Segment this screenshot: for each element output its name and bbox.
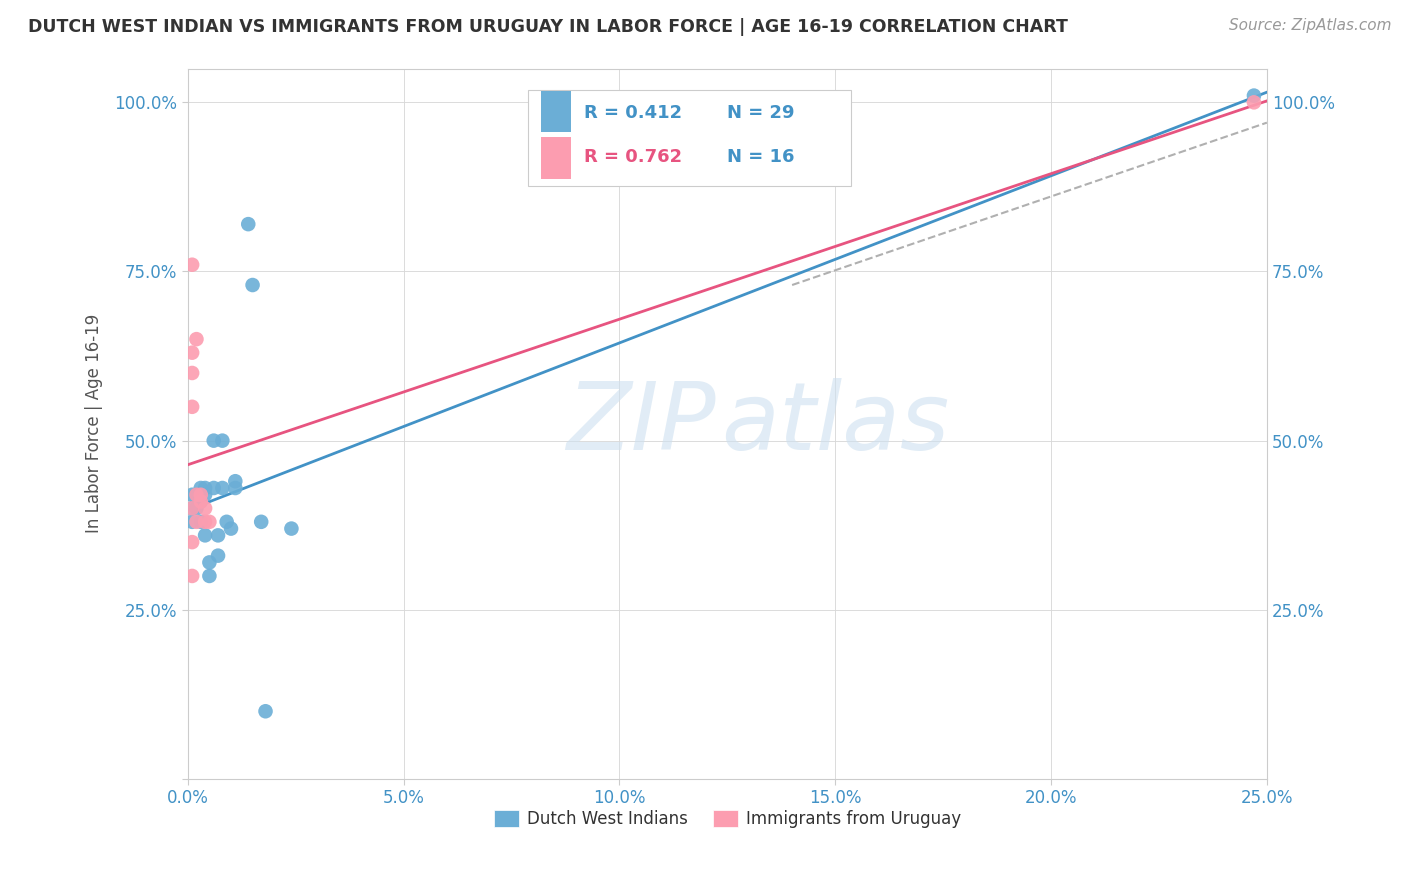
Point: [194, 488, 217, 502]
Text: N = 16: N = 16: [727, 148, 794, 166]
Point: [1243, 88, 1265, 103]
Text: atlas: atlas: [721, 378, 949, 469]
Point: [186, 501, 208, 516]
Point: [181, 366, 204, 380]
Text: DUTCH WEST INDIAN VS IMMIGRANTS FROM URUGUAY IN LABOR FORCE | AGE 16-19 CORRELAT: DUTCH WEST INDIAN VS IMMIGRANTS FROM URU…: [28, 18, 1069, 36]
Point: [181, 258, 204, 272]
Point: [181, 501, 204, 516]
Point: [194, 501, 217, 516]
Point: [224, 474, 246, 488]
Point: [181, 535, 204, 549]
Point: [242, 278, 264, 293]
Point: [207, 528, 229, 542]
Point: [181, 488, 204, 502]
Point: [181, 345, 204, 359]
Point: [186, 488, 208, 502]
Point: [254, 704, 277, 718]
Point: [190, 488, 212, 502]
Point: [194, 481, 217, 495]
Bar: [541, 137, 571, 178]
Bar: [541, 91, 571, 132]
Point: [186, 488, 208, 502]
FancyBboxPatch shape: [527, 90, 852, 186]
Point: [194, 528, 217, 542]
Point: [198, 569, 221, 583]
Point: [181, 501, 204, 516]
Point: [202, 481, 225, 495]
Point: [190, 481, 212, 495]
Point: [194, 515, 217, 529]
Point: [224, 481, 246, 495]
Point: [238, 217, 260, 231]
Point: [181, 400, 204, 414]
Point: [186, 515, 208, 529]
Point: [280, 522, 302, 536]
Point: [181, 569, 204, 583]
Point: [219, 522, 242, 536]
Point: [215, 515, 238, 529]
Point: [190, 494, 212, 508]
Text: R = 0.412: R = 0.412: [583, 103, 682, 121]
Point: [186, 332, 208, 346]
Point: [211, 434, 233, 448]
Point: [198, 556, 221, 570]
Point: [181, 515, 204, 529]
Point: [190, 494, 212, 508]
Text: Source: ZipAtlas.com: Source: ZipAtlas.com: [1229, 18, 1392, 33]
Y-axis label: In Labor Force | Age 16-19: In Labor Force | Age 16-19: [86, 314, 103, 533]
Legend: Dutch West Indians, Immigrants from Uruguay: Dutch West Indians, Immigrants from Urug…: [486, 803, 967, 835]
Point: [190, 515, 212, 529]
Point: [198, 515, 221, 529]
Point: [1243, 95, 1265, 110]
Point: [211, 481, 233, 495]
Point: [202, 434, 225, 448]
Point: [250, 515, 273, 529]
Text: N = 29: N = 29: [727, 103, 794, 121]
Text: R = 0.762: R = 0.762: [583, 148, 682, 166]
Point: [207, 549, 229, 563]
Text: ZIP: ZIP: [567, 378, 716, 469]
